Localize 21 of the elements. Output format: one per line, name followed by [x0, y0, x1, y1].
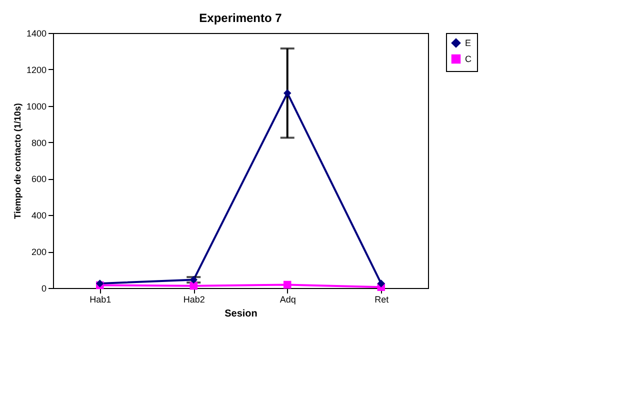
- point: [190, 276, 198, 284]
- x-tick-label: Adq: [280, 294, 296, 304]
- x-tick-label: Hab2: [183, 294, 205, 304]
- y-tick-label: 0: [41, 284, 46, 294]
- y-tick-label: 1400: [26, 28, 46, 38]
- chart-title: Experimento 7: [199, 11, 282, 25]
- legend-label: C: [465, 54, 472, 64]
- point: [377, 280, 385, 288]
- y-tick-label: 200: [31, 247, 46, 258]
- y-tick-label: 600: [31, 174, 46, 184]
- y-tick-label: 800: [31, 138, 46, 148]
- point: [284, 89, 292, 97]
- y-tick-label: 1000: [26, 101, 46, 112]
- y-tick-label: 400: [31, 210, 46, 221]
- point: [284, 280, 292, 289]
- x-tick-label: Hab1: [90, 294, 112, 304]
- y-axis-title: Tiempo de contacto (1/10s): [12, 103, 22, 219]
- x-tick-label: Ret: [374, 294, 390, 304]
- x-axis-title: Sesion: [224, 308, 258, 320]
- y-tick-label: 1200: [26, 64, 46, 75]
- legend-label: E: [465, 38, 472, 48]
